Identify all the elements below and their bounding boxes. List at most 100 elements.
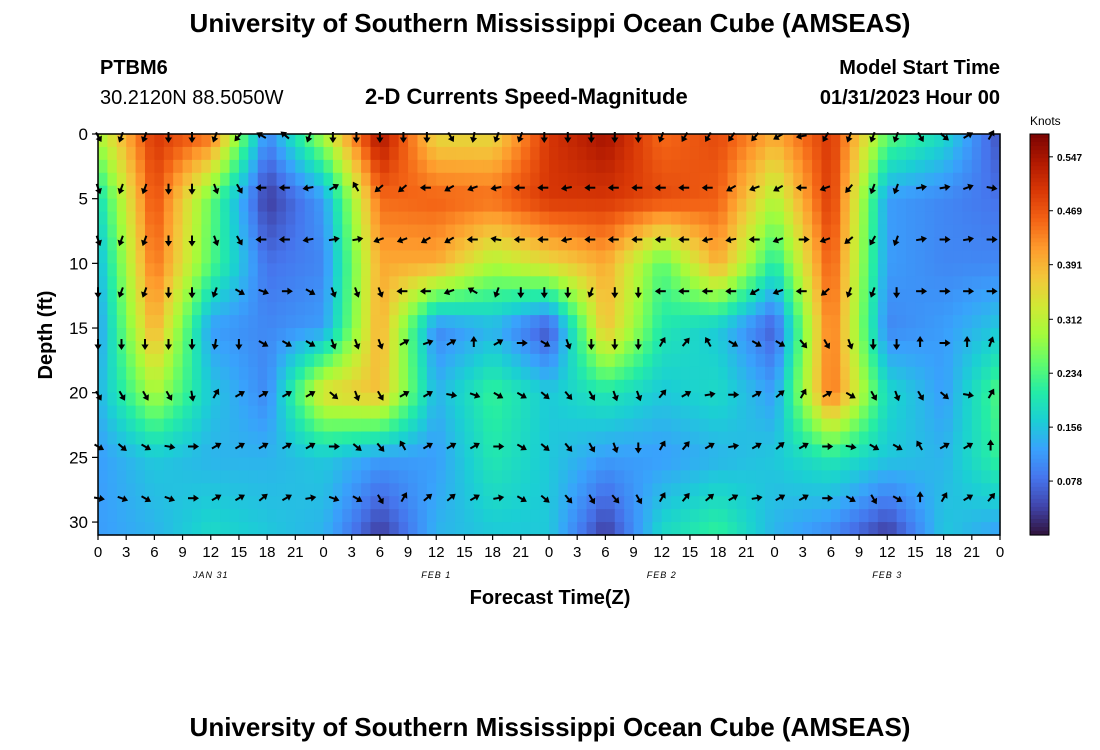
heatmap-cell [285,340,296,355]
heatmap-cell [342,496,353,510]
heatmap-cell [642,366,653,381]
heatmap-cell [276,392,287,407]
current-arrow [396,287,408,295]
heatmap-cell [323,418,334,433]
heatmap-cell [953,134,964,148]
heatmap-cell [342,159,353,174]
heatmap-cell [455,405,466,420]
heatmap-cell [577,483,588,497]
current-arrow-head [302,236,309,244]
heatmap-cell [765,172,776,187]
heatmap-cell [614,198,625,213]
heatmap-cell [953,444,964,458]
heatmap-cell [210,366,221,381]
heatmap-cell [689,496,700,510]
current-arrow [986,287,998,295]
heatmap-cell [520,328,531,342]
current-arrow [751,494,763,502]
heatmap-cell [962,496,973,510]
heatmap-cell [661,405,672,420]
heatmap-cell [896,172,907,187]
current-arrow [799,339,808,349]
heatmap-cell [483,263,494,277]
current-arrow-head [378,445,385,452]
heatmap-cell [802,353,813,368]
heatmap-cell [821,509,832,523]
heatmap-cell [379,522,390,536]
heatmap-cell [408,457,419,471]
heatmap-cell [126,379,137,394]
heatmap-cell [896,522,907,536]
x-tick-label: 3 [799,544,807,561]
heatmap-cell [802,276,813,290]
heatmap-cell [191,340,202,355]
heatmap-cell [906,302,917,316]
current-arrow [141,235,148,247]
heatmap-cell [689,315,700,329]
heatmap-cell [267,237,278,252]
heatmap-cell [511,211,522,226]
heatmap-cell [586,405,597,420]
heatmap-cell [370,405,381,420]
heatmap-cell [774,250,785,264]
heatmap-cell [981,353,992,368]
x-tick-label: 9 [855,544,863,561]
heatmap-cell [361,444,372,458]
heatmap-cell [971,431,982,446]
heatmap-cell [586,496,597,510]
current-arrow [302,184,314,192]
heatmap-cell [680,405,691,420]
current-arrow [255,184,267,192]
heatmap-cell [379,146,390,161]
heatmap-cell [812,340,823,355]
current-arrow-head [635,394,643,402]
heatmap-cell [680,263,691,277]
heatmap-cell [887,172,898,187]
heatmap-cell [314,444,325,458]
heatmap-cell [943,211,954,226]
colorbar-swatch [1030,422,1049,428]
heatmap-cell [614,444,625,458]
heatmap-cell [558,224,569,239]
heatmap-cell [379,496,390,510]
current-arrow [377,494,384,505]
heatmap-cell [511,379,522,394]
heatmap-cell [126,276,137,290]
heatmap-cell [220,289,231,303]
heatmap-cell [868,302,879,316]
heatmap-cell [370,340,381,355]
current-arrow [845,287,853,298]
heatmap-cell [680,496,691,510]
heatmap-cell [727,276,738,290]
heatmap-cell [98,328,108,342]
heatmap-cell [473,470,484,484]
heatmap-cell [539,392,550,407]
heatmap-cell [896,146,907,161]
heatmap-cell [116,392,127,407]
current-arrow [281,494,292,502]
heatmap-cell [276,159,287,174]
heatmap-cell [577,315,588,329]
heatmap-cell [483,302,494,316]
current-arrow [870,390,878,401]
heatmap-cell [361,289,372,303]
colorbar-tick-label: 0.469 [1057,207,1082,218]
heatmap-cell [210,302,221,316]
heatmap-cell [934,237,945,252]
heatmap-cell [163,418,174,433]
heatmap-cell [953,250,964,264]
heatmap-cell [323,302,334,316]
heatmap-cell [201,483,212,497]
heatmap-cell [267,185,278,200]
current-arrow-head [426,390,433,398]
heatmap-cell [191,444,202,458]
heatmap-cell [116,250,127,264]
heatmap-cell [492,509,503,523]
heatmap-cell [633,250,644,264]
heatmap-cell [520,457,531,471]
heatmap-cell [408,250,419,264]
heatmap-cell [849,392,860,407]
heatmap-cell [605,172,616,187]
heatmap-cell [285,470,296,484]
heatmap-cell [906,379,917,394]
